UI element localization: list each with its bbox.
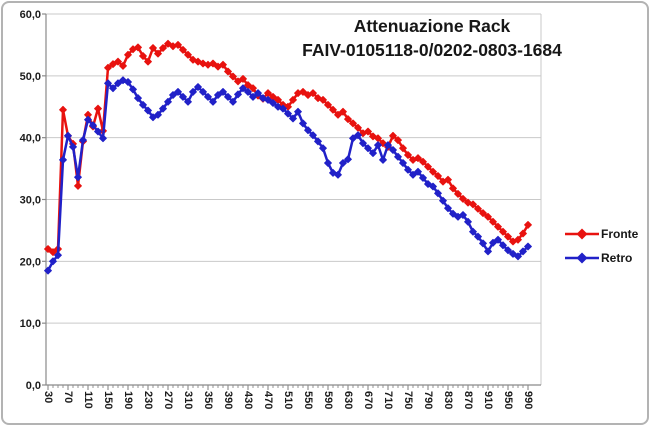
legend: Fronte Retro	[564, 222, 638, 270]
chart-title-line1: Attenuazione Rack	[353, 16, 511, 36]
chart-title-line2: FAIV-0105118-0/0202-0803-1684	[302, 40, 562, 60]
retro-series-marker-icon	[564, 252, 600, 264]
x-axis-tick-labels: 30 70 110 150 190 230 270 310 350 390 430 470 510 550…	[42, 391, 534, 409]
svg-text:30: 30	[42, 391, 54, 403]
legend-label-fronte: Fronte	[601, 227, 639, 241]
svg-text:60,0: 60,0	[20, 9, 41, 21]
svg-text:990: 990	[522, 391, 534, 409]
svg-text:150: 150	[102, 391, 114, 409]
svg-text:750: 750	[402, 391, 414, 409]
svg-text:630: 630	[342, 391, 354, 409]
svg-text:670: 670	[362, 391, 374, 409]
svg-text:110: 110	[82, 391, 94, 409]
svg-text:510: 510	[282, 391, 294, 409]
svg-text:310: 310	[182, 391, 194, 409]
svg-text:470: 470	[262, 391, 274, 409]
svg-text:790: 790	[422, 391, 434, 409]
fronte-series-marker-icon	[564, 228, 600, 240]
svg-text:950: 950	[502, 391, 514, 409]
svg-text:70: 70	[62, 391, 74, 403]
svg-text:190: 190	[122, 391, 134, 409]
svg-text:910: 910	[482, 391, 494, 409]
svg-text:40,0: 40,0	[20, 133, 41, 145]
svg-text:10,0: 10,0	[20, 318, 41, 330]
svg-text:50,0: 50,0	[20, 71, 41, 83]
legend-item-fronte: Fronte	[564, 222, 638, 246]
svg-text:270: 270	[162, 391, 174, 409]
svg-text:590: 590	[322, 391, 334, 409]
legend-item-retro: Retro	[564, 246, 638, 270]
svg-text:230: 230	[142, 391, 154, 409]
svg-text:20,0: 20,0	[20, 256, 41, 268]
svg-text:0,0: 0,0	[26, 380, 41, 392]
legend-label-retro: Retro	[601, 251, 633, 265]
svg-text:830: 830	[442, 391, 454, 409]
svg-text:710: 710	[382, 391, 394, 409]
svg-text:550: 550	[302, 391, 314, 409]
svg-text:870: 870	[462, 391, 474, 409]
svg-text:30,0: 30,0	[20, 195, 41, 207]
y-axis-tick-labels: 60,0 50,0 40,0 30,0 20,0 10,0 0,0	[20, 9, 41, 392]
svg-text:350: 350	[202, 391, 214, 409]
svg-text:430: 430	[242, 391, 254, 409]
svg-text:390: 390	[222, 391, 234, 409]
chart-title: Attenuazione Rack FAIV-0105118-0/0202-08…	[248, 14, 616, 62]
